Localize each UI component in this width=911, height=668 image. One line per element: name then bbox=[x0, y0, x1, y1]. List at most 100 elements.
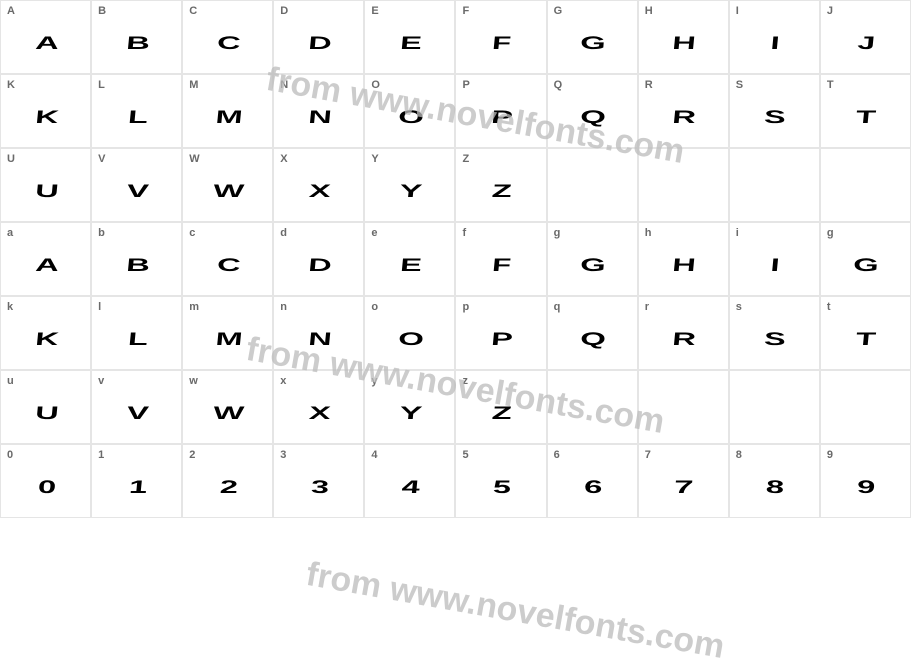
glyph-cell: OO bbox=[364, 74, 455, 148]
glyph: M bbox=[217, 101, 238, 132]
cell-label: J bbox=[827, 5, 833, 17]
glyph: I bbox=[771, 27, 777, 58]
cell-label: F bbox=[462, 5, 469, 17]
glyph: C bbox=[219, 27, 237, 58]
glyph: K bbox=[37, 323, 55, 354]
cell-label: N bbox=[280, 79, 288, 91]
font-character-map: AABBCCDDEEFFGGHHIIJJKKLLMMNNOOPPQQRRSSTT… bbox=[0, 0, 911, 668]
cell-label: q bbox=[554, 301, 561, 313]
glyph-cell: YY bbox=[364, 148, 455, 222]
cell-label: O bbox=[371, 79, 380, 91]
glyph: J bbox=[859, 27, 872, 58]
cell-label: p bbox=[462, 301, 469, 313]
glyph-cell: wW bbox=[182, 370, 273, 444]
glyph-cell: 55 bbox=[455, 444, 546, 518]
cell-label: r bbox=[645, 301, 649, 313]
glyph-cell: 88 bbox=[729, 444, 820, 518]
glyph: 7 bbox=[677, 471, 690, 502]
cell-label: M bbox=[189, 79, 198, 91]
glyph-cell: VV bbox=[91, 148, 182, 222]
glyph-cell: DD bbox=[273, 0, 364, 74]
glyph: W bbox=[216, 397, 240, 428]
glyph: B bbox=[128, 27, 146, 58]
cell-label: u bbox=[7, 375, 14, 387]
glyph-cell: CC bbox=[182, 0, 273, 74]
glyph-cell: BB bbox=[91, 0, 182, 74]
glyph: W bbox=[216, 175, 240, 206]
cell-label: w bbox=[189, 375, 198, 387]
cell-label: V bbox=[98, 153, 105, 165]
glyph: T bbox=[858, 101, 873, 132]
cell-label: 8 bbox=[736, 449, 742, 461]
cell-label: 0 bbox=[7, 449, 13, 461]
glyph-cell: UU bbox=[0, 148, 91, 222]
cell-label: a bbox=[7, 227, 13, 239]
lowercase-grid: aAbBcCdDeEfFgGhHiIgGkKlLmMnNoOpPqQrRsStT… bbox=[0, 222, 911, 444]
glyph: Z bbox=[494, 397, 509, 428]
cell-label: Y bbox=[371, 153, 378, 165]
empty-cell bbox=[547, 370, 638, 444]
cell-label: D bbox=[280, 5, 288, 17]
glyph: R bbox=[674, 101, 692, 132]
cell-label: z bbox=[462, 375, 468, 387]
cell-label: 1 bbox=[98, 449, 104, 461]
glyph: G bbox=[583, 249, 602, 280]
glyph: B bbox=[128, 249, 146, 280]
empty-cell bbox=[820, 148, 911, 222]
cell-label: C bbox=[189, 5, 197, 17]
glyph-cell: 77 bbox=[638, 444, 729, 518]
glyph: V bbox=[128, 175, 144, 206]
cell-label: 9 bbox=[827, 449, 833, 461]
glyph-cell: WW bbox=[182, 148, 273, 222]
cell-label: G bbox=[554, 5, 563, 17]
cell-label: b bbox=[98, 227, 105, 239]
cell-label: g bbox=[554, 227, 561, 239]
glyph: I bbox=[771, 249, 777, 280]
glyph: H bbox=[674, 27, 692, 58]
glyph-cell: mM bbox=[182, 296, 273, 370]
glyph-cell: pP bbox=[455, 296, 546, 370]
cell-label: Q bbox=[554, 79, 563, 91]
glyph-cell: lL bbox=[91, 296, 182, 370]
glyph: F bbox=[494, 249, 509, 280]
glyph: T bbox=[858, 323, 873, 354]
glyph: N bbox=[310, 101, 328, 132]
cell-label: 7 bbox=[645, 449, 651, 461]
glyph-cell: FF bbox=[455, 0, 546, 74]
glyph-cell: aA bbox=[0, 222, 91, 296]
glyph: 0 bbox=[39, 471, 52, 502]
empty-cell bbox=[547, 148, 638, 222]
glyph: E bbox=[402, 27, 418, 58]
glyph-cell: iI bbox=[729, 222, 820, 296]
glyph-cell: JJ bbox=[820, 0, 911, 74]
cell-label: f bbox=[462, 227, 466, 239]
cell-label: W bbox=[189, 153, 199, 165]
cell-label: E bbox=[371, 5, 378, 17]
cell-label: i bbox=[736, 227, 739, 239]
glyph: L bbox=[129, 101, 144, 132]
glyph-cell: 99 bbox=[820, 444, 911, 518]
glyph: Y bbox=[402, 397, 418, 428]
cell-label: 4 bbox=[371, 449, 377, 461]
glyph-cell: SS bbox=[729, 74, 820, 148]
glyph-cell: ZZ bbox=[455, 148, 546, 222]
cell-label: g bbox=[827, 227, 834, 239]
glyph-cell: uU bbox=[0, 370, 91, 444]
glyph-cell: gG bbox=[547, 222, 638, 296]
cell-label: y bbox=[371, 375, 377, 387]
glyph: A bbox=[37, 27, 55, 58]
glyph: X bbox=[311, 397, 327, 428]
cell-label: t bbox=[827, 301, 831, 313]
glyph: 6 bbox=[585, 471, 598, 502]
glyph: P bbox=[493, 101, 509, 132]
glyph-cell: EE bbox=[364, 0, 455, 74]
cell-label: e bbox=[371, 227, 377, 239]
cell-label: K bbox=[7, 79, 15, 91]
glyph-cell: 33 bbox=[273, 444, 364, 518]
glyph: U bbox=[37, 175, 55, 206]
glyph: P bbox=[493, 323, 509, 354]
glyph: G bbox=[583, 27, 602, 58]
cell-label: s bbox=[736, 301, 742, 313]
glyph-cell: gG bbox=[820, 222, 911, 296]
glyph: 1 bbox=[130, 471, 143, 502]
